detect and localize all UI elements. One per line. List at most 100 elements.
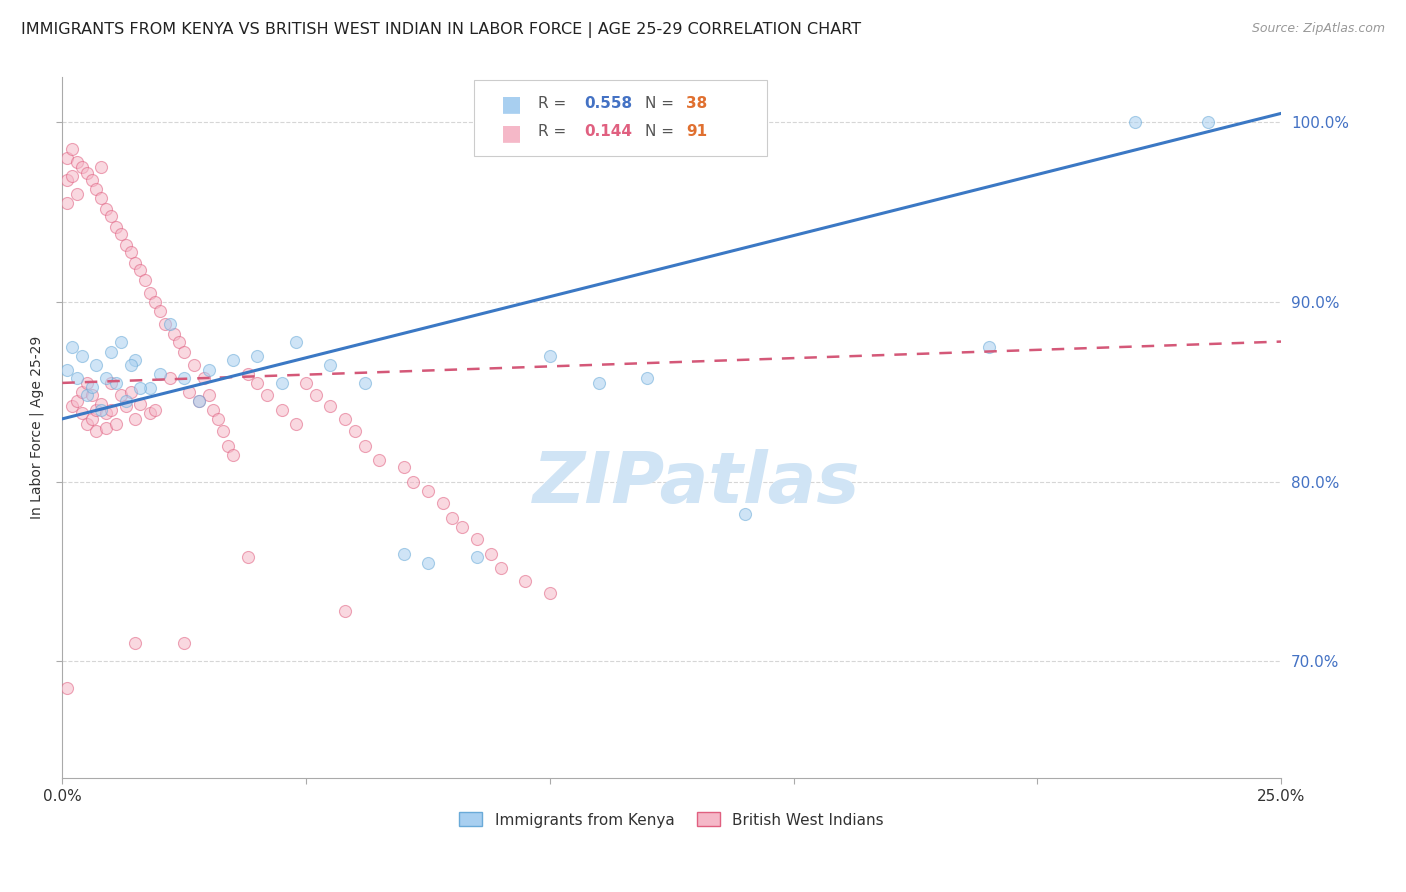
Point xyxy=(270,402,292,417)
Point xyxy=(305,388,328,402)
Point xyxy=(60,169,83,184)
Point xyxy=(70,161,93,175)
Point xyxy=(1123,115,1146,129)
Point xyxy=(333,412,356,426)
Point xyxy=(56,363,79,377)
Point xyxy=(319,358,342,372)
Point xyxy=(80,388,103,402)
Point xyxy=(319,399,342,413)
Point xyxy=(479,547,502,561)
Point xyxy=(177,384,200,399)
Point xyxy=(90,397,112,411)
Text: R =: R = xyxy=(537,95,571,111)
Text: 0.144: 0.144 xyxy=(583,124,631,139)
Y-axis label: In Labor Force | Age 25-29: In Labor Force | Age 25-29 xyxy=(30,336,44,519)
Point xyxy=(1197,115,1219,129)
Point xyxy=(163,327,186,342)
Point xyxy=(173,370,195,384)
Point xyxy=(139,286,162,301)
Point xyxy=(402,475,425,489)
Point xyxy=(159,370,181,384)
Point xyxy=(197,388,219,402)
Point xyxy=(96,370,118,384)
Point xyxy=(143,402,166,417)
Point xyxy=(353,439,375,453)
Point xyxy=(515,574,537,588)
Point xyxy=(80,173,103,187)
Point xyxy=(96,421,118,435)
Text: N =: N = xyxy=(645,124,679,139)
Point xyxy=(187,393,209,408)
Text: ■: ■ xyxy=(501,123,522,143)
Point xyxy=(76,417,98,432)
Point xyxy=(129,381,152,395)
Point xyxy=(110,334,132,349)
Point xyxy=(353,376,375,390)
Point xyxy=(124,255,146,269)
Point xyxy=(538,586,561,600)
Point xyxy=(256,388,278,402)
Point xyxy=(90,191,112,205)
Point xyxy=(538,349,561,363)
Point xyxy=(96,407,118,421)
Point xyxy=(343,425,366,439)
Point xyxy=(416,556,439,570)
Point xyxy=(56,173,79,187)
Point xyxy=(104,376,127,390)
Point xyxy=(285,334,308,349)
Point xyxy=(100,376,122,390)
Point xyxy=(80,412,103,426)
Point xyxy=(197,363,219,377)
Point xyxy=(76,388,98,402)
Text: IMMIGRANTS FROM KENYA VS BRITISH WEST INDIAN IN LABOR FORCE | AGE 25-29 CORRELAT: IMMIGRANTS FROM KENYA VS BRITISH WEST IN… xyxy=(21,22,862,38)
Point xyxy=(193,370,215,384)
FancyBboxPatch shape xyxy=(474,80,766,156)
Point xyxy=(236,367,259,381)
Point xyxy=(333,604,356,618)
Point xyxy=(86,182,108,196)
Text: 38: 38 xyxy=(686,95,707,111)
Point xyxy=(76,166,98,180)
Point xyxy=(207,412,229,426)
Point xyxy=(104,219,127,234)
Point xyxy=(149,304,172,318)
Point xyxy=(977,340,1000,354)
Text: 91: 91 xyxy=(686,124,707,139)
Point xyxy=(124,352,146,367)
Point xyxy=(120,244,142,259)
Point xyxy=(187,393,209,408)
Point xyxy=(134,273,156,287)
Point xyxy=(129,397,152,411)
Point xyxy=(86,358,108,372)
Point xyxy=(217,439,239,453)
Point xyxy=(70,384,93,399)
Point xyxy=(588,376,610,390)
Point xyxy=(114,237,136,252)
Point xyxy=(465,533,488,547)
Point xyxy=(70,349,93,363)
Point xyxy=(270,376,292,390)
Point xyxy=(110,388,132,402)
Point xyxy=(465,550,488,565)
Point xyxy=(120,358,142,372)
Point xyxy=(114,399,136,413)
Legend: Immigrants from Kenya, British West Indians: Immigrants from Kenya, British West Indi… xyxy=(453,806,890,834)
Point xyxy=(295,376,318,390)
Point xyxy=(110,227,132,241)
Point xyxy=(159,317,181,331)
Point xyxy=(60,399,83,413)
Point xyxy=(139,407,162,421)
Point xyxy=(56,196,79,211)
Point xyxy=(246,376,269,390)
Point xyxy=(66,393,89,408)
Point xyxy=(70,407,93,421)
Point xyxy=(100,209,122,223)
Point xyxy=(489,561,512,575)
Point xyxy=(90,402,112,417)
Point xyxy=(104,417,127,432)
Point xyxy=(432,496,454,510)
Point xyxy=(114,393,136,408)
Point xyxy=(236,550,259,565)
Text: 0.558: 0.558 xyxy=(583,95,633,111)
Point xyxy=(129,262,152,277)
